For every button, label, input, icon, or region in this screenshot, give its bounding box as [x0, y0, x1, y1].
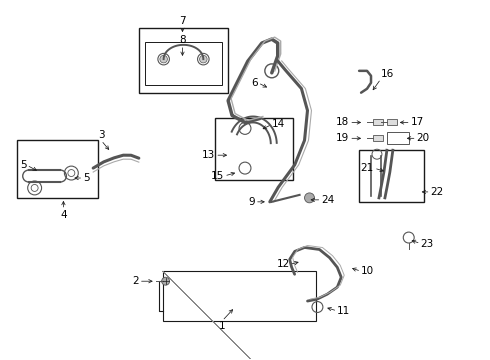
- Bar: [387, 132, 409, 144]
- Bar: [17, 140, 98, 198]
- Text: 20: 20: [416, 133, 430, 143]
- Circle shape: [199, 55, 207, 63]
- Circle shape: [305, 193, 315, 203]
- Bar: [373, 135, 383, 141]
- Text: 22: 22: [431, 187, 444, 197]
- Text: 21: 21: [361, 163, 374, 173]
- Text: 5: 5: [83, 173, 90, 183]
- Text: 13: 13: [202, 150, 215, 160]
- Circle shape: [162, 277, 170, 285]
- Text: 11: 11: [337, 306, 350, 316]
- Text: 17: 17: [411, 117, 424, 127]
- Bar: [145, 42, 222, 85]
- Text: 4: 4: [60, 210, 67, 220]
- Bar: [215, 118, 293, 180]
- Bar: [139, 28, 228, 93]
- Text: 12: 12: [276, 259, 290, 269]
- Bar: [373, 120, 383, 125]
- Text: 23: 23: [420, 239, 434, 248]
- Text: 24: 24: [321, 195, 335, 205]
- Text: 18: 18: [336, 117, 349, 127]
- Text: 14: 14: [272, 120, 285, 130]
- Text: 6: 6: [251, 78, 258, 88]
- Text: 8: 8: [179, 35, 186, 45]
- Bar: [387, 120, 397, 125]
- Text: 1: 1: [219, 321, 225, 331]
- Text: 5: 5: [20, 160, 26, 170]
- Text: 16: 16: [381, 69, 394, 79]
- Circle shape: [160, 55, 168, 63]
- Text: 10: 10: [361, 266, 374, 276]
- Text: 3: 3: [98, 130, 104, 140]
- Text: 9: 9: [248, 197, 255, 207]
- Text: 7: 7: [179, 16, 186, 26]
- Text: 19: 19: [336, 133, 349, 143]
- Text: 2: 2: [132, 276, 139, 286]
- Bar: [359, 150, 424, 202]
- Text: 15: 15: [211, 171, 224, 181]
- Bar: [163, 271, 317, 321]
